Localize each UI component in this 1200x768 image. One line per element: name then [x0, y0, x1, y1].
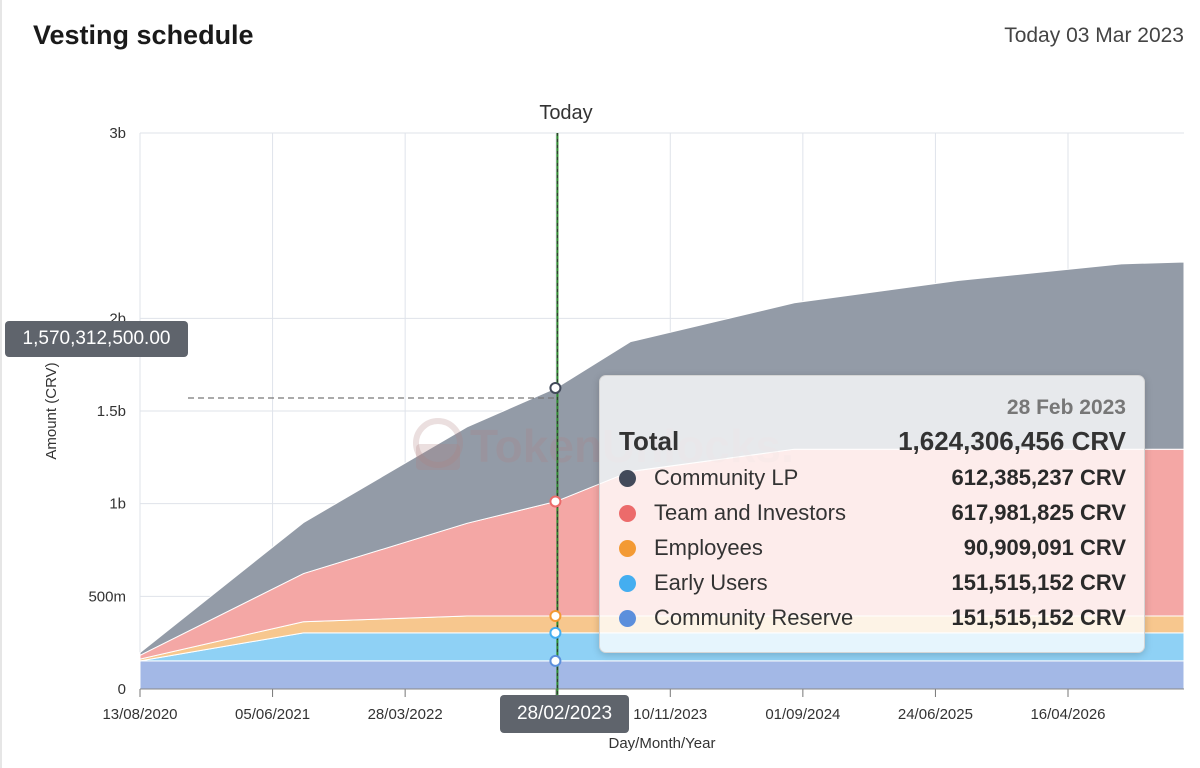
y-tick-label: 3b — [109, 125, 126, 142]
x-tick-label: 24/06/2025 — [898, 706, 973, 723]
legend-dot-icon — [619, 505, 636, 522]
x-axis-title: Day/Month/Year — [608, 735, 715, 752]
y-axis-title: Amount (CRV) — [43, 362, 60, 459]
legend-dot-icon — [619, 540, 636, 557]
chart-tooltip: 28 Feb 2023 Total 1,624,306,456 CRV Comm… — [599, 375, 1145, 653]
crosshair-overlay — [188, 133, 562, 697]
legend-dot-icon — [619, 610, 636, 627]
watermark-lock-body — [416, 444, 460, 470]
x-tick-label: 16/04/2026 — [1030, 706, 1105, 723]
tooltip-series-value: 612,385,237 CRV — [951, 465, 1126, 490]
x-tick-label: 13/08/2020 — [102, 706, 177, 723]
series-marker — [549, 495, 562, 508]
x-tick-label: 28/03/2022 — [368, 706, 443, 723]
tooltip-row: Team and Investors 617,981,825 CRV — [619, 500, 1126, 530]
tooltip-series-name: Community Reserve — [654, 605, 854, 630]
tooltip-series-value: 90,909,091 CRV — [963, 535, 1126, 560]
crosshair-x-date: 28/02/2023 — [500, 695, 629, 733]
today-marker-label: Today — [539, 102, 593, 124]
crosshair-y-value: 1,570,312,500.00 — [5, 321, 188, 357]
tooltip-row: Community LP 612,385,237 CRV — [619, 465, 1126, 495]
tooltip-series-value: 617,981,825 CRV — [951, 500, 1126, 525]
tooltip-series-name: Employees — [654, 535, 763, 560]
y-tick-label: 0 — [118, 681, 126, 698]
x-tick-label: 10/11/2023 — [633, 706, 707, 723]
x-tick-label: 01/09/2024 — [765, 706, 840, 723]
chart-title: Vesting schedule — [33, 20, 254, 50]
today-date: Today 03 Mar 2023 — [1004, 24, 1184, 47]
tooltip-row: Employees 90,909,091 CRV — [619, 535, 1126, 565]
y-tick-label: 1b — [109, 496, 126, 513]
tooltip-total-value: 1,624,306,456 CRV — [898, 426, 1126, 456]
tooltip-series-value: 151,515,152 CRV — [951, 570, 1126, 595]
tooltip-series-name: Early Users — [654, 570, 768, 595]
tooltip-series-name: Team and Investors — [654, 500, 846, 525]
tooltip-row: Early Users 151,515,152 CRV — [619, 570, 1126, 600]
tooltip-row: Community Reserve 151,515,152 CRV — [619, 605, 1126, 635]
tooltip-series-value: 151,515,152 CRV — [951, 605, 1126, 630]
series-marker — [549, 381, 562, 394]
x-axis-ticks: 13/08/202005/06/202128/03/202228/02/2023… — [102, 688, 1184, 723]
legend-dot-icon — [619, 470, 636, 487]
tooltip-series-name: Community LP — [654, 465, 799, 490]
series-marker — [549, 609, 562, 622]
tooltip-total: Total 1,624,306,456 CRV — [619, 426, 1126, 460]
watermark-lock-icon — [413, 418, 463, 468]
y-tick-label: 500m — [88, 588, 126, 605]
y-tick-label: 1.5b — [97, 403, 126, 420]
tooltip-date: 28 Feb 2023 — [1006, 396, 1126, 419]
tooltip-total-label: Total — [619, 426, 680, 456]
series-marker — [549, 626, 562, 639]
series-marker — [549, 654, 562, 667]
legend-dot-icon — [619, 575, 636, 592]
area-community-reserve[interactable] — [139, 660, 1185, 690]
x-tick-label: 05/06/2021 — [235, 706, 310, 723]
